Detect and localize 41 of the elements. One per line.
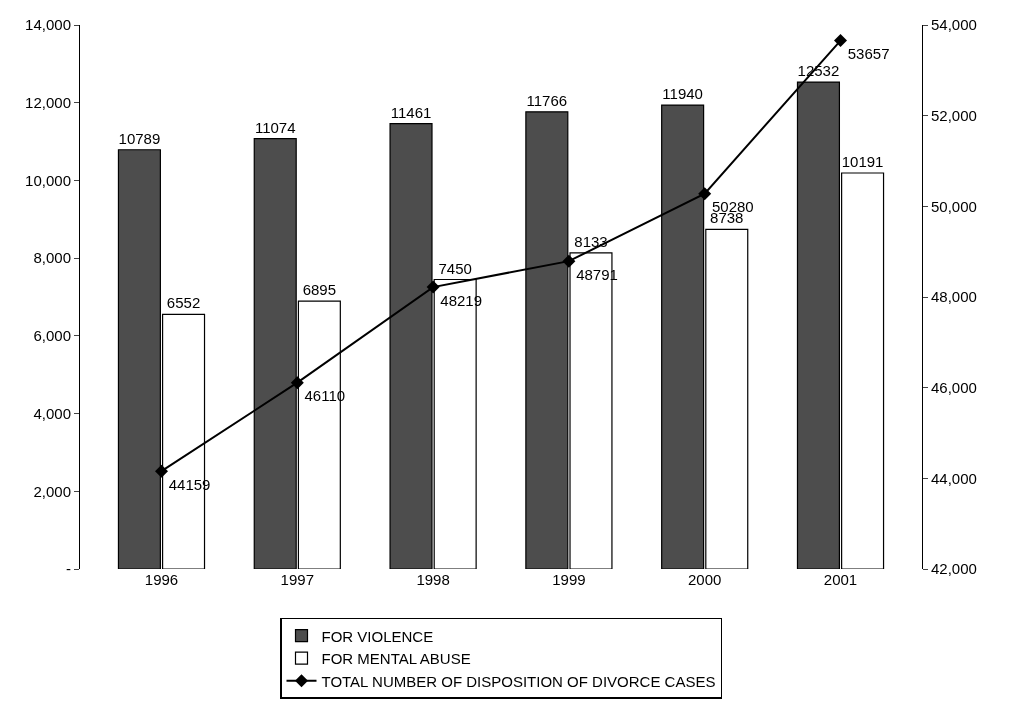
y-tick-label: 6,000 [33,327,71,345]
y-tick-label: 14,000 [25,16,71,34]
legend-label: FOR VIOLENCE [321,627,434,645]
y-tick-label: 2,000 [33,482,71,500]
x-tick-label: 1999 [552,571,586,588]
data-label: 11461 [390,103,432,121]
y-tick-label: 8,000 [33,249,71,267]
data-label: 6552 [166,294,201,312]
data-label: 11074 [254,118,296,136]
point [154,464,168,478]
point [698,187,712,201]
y2-tick-label: 42,000 [931,560,977,578]
x-tick-label: 1998 [416,571,450,588]
y2-tick-label: 52,000 [931,106,977,124]
x-tick-label: 1996 [144,571,179,588]
legend-label: FOR MENTAL ABUSE [321,650,471,668]
point [426,280,440,294]
data-label: 10191 [841,153,884,171]
y-tick-label: 10,000 [25,171,71,189]
y2-tick-label: 44,000 [931,469,977,487]
data-label: 6895 [302,281,337,299]
y2-tick-label: 50,000 [931,197,977,215]
data-label: 8133 [574,232,608,250]
y2-tick-label: 46,000 [931,378,977,396]
data-label: 11940 [662,85,703,103]
y-tick-label: - [66,560,71,578]
data-label: 7450 [438,259,472,277]
point [562,254,576,268]
x-tick-label: 2000 [688,571,722,588]
y-tick-label: 4,000 [33,404,71,422]
data-label: 10789 [118,129,161,147]
data-label: 11766 [526,91,568,109]
x-tick-label: 1997 [280,571,314,588]
y-tick-label: 12,000 [25,93,71,111]
x-tick-label: 2001 [823,571,858,588]
y2-tick-label: 48,000 [931,288,977,306]
point [290,376,304,390]
y2-tick-label: 54,000 [931,16,977,34]
point [834,34,848,48]
legend-label: TOTAL NUMBER OF DISPOSITION OF DIVORCE CASES [321,672,716,690]
data-label: 53657 [847,45,890,63]
